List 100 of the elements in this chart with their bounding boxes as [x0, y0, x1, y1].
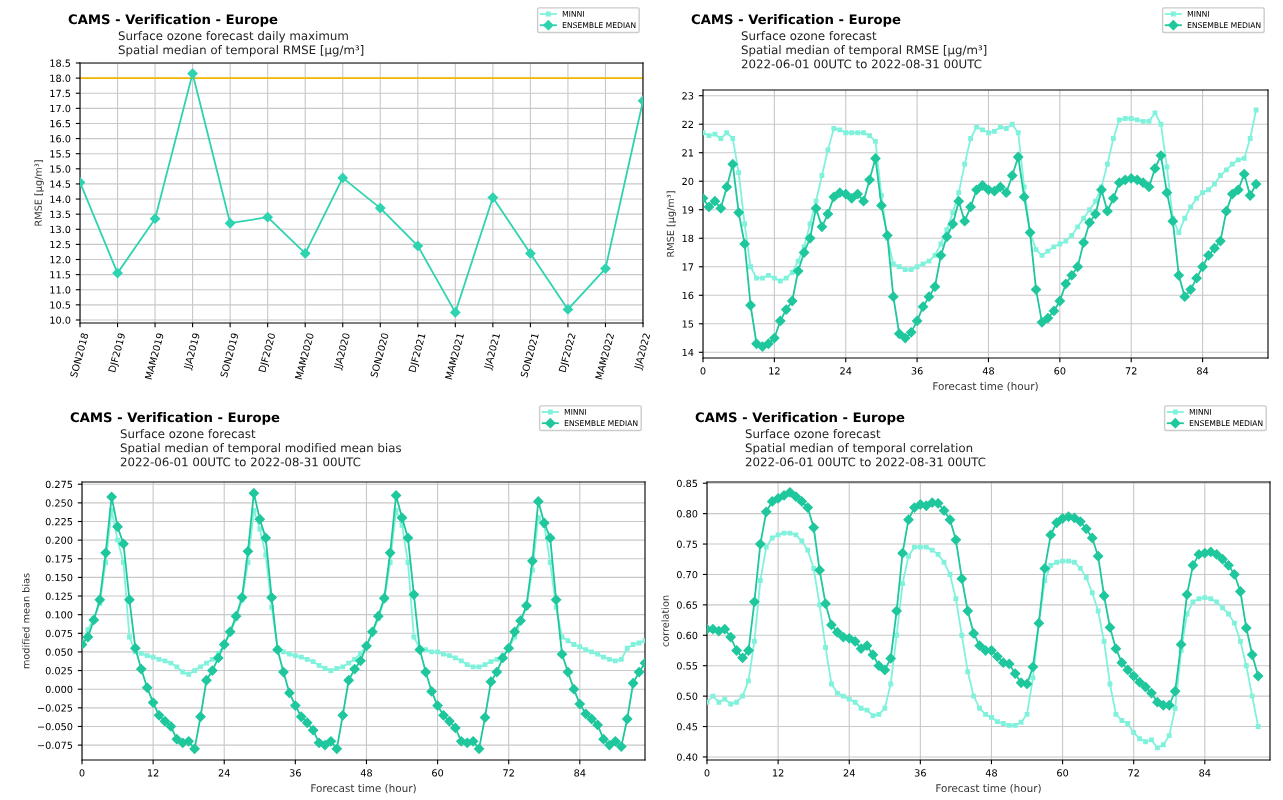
y-tick-label: 11.5	[50, 271, 71, 279]
x-tick-label: 12	[148, 769, 159, 777]
y-tick-label: 18.5	[50, 59, 71, 67]
point	[525, 248, 536, 259]
y-tick-label: 15.5	[50, 150, 71, 158]
y-axis-title: modified mean bias	[22, 573, 30, 669]
y-tick-label: 21	[682, 149, 694, 157]
y-tick-label: 0.075	[45, 629, 73, 638]
y-tick-label: 17.0	[50, 104, 71, 113]
y-tick-label: 0.45	[676, 723, 698, 731]
y-tick-label: 18	[682, 234, 694, 243]
chart-subtitle: Surface ozone forecast Spatial median of temporal correlation 2022-06-01 00UTC to 2022-08-31 00UTC	[745, 429, 986, 467]
x-axis-title: Forecast time (hour)	[311, 783, 416, 794]
y-tick-label: 15	[682, 320, 694, 328]
point	[562, 304, 574, 315]
y-tick-label: 0.75	[676, 540, 698, 548]
x-tick-label: 72	[503, 769, 514, 777]
x-tick-label: 36	[289, 769, 301, 777]
x-axis-title: Forecast time (hour)	[936, 783, 1041, 794]
y-tick-label: 17	[682, 263, 694, 271]
point	[450, 307, 461, 318]
y-tick-label: 0.000	[45, 685, 73, 694]
y-tick-label: 0.025	[45, 667, 73, 675]
y-tick-label: 0.275	[45, 480, 73, 489]
x-tick-label: 36	[914, 769, 926, 777]
y-tick-label: 0.150	[45, 573, 73, 582]
x-tick-label: 0	[704, 769, 710, 777]
x-tick-label: 48	[360, 769, 372, 777]
x-tick-label: 0	[79, 769, 85, 777]
x-tick-label: 60	[1054, 367, 1066, 375]
y-tick-label: 18.0	[50, 74, 71, 82]
y-tick-label: 0.50	[676, 692, 698, 700]
y-tick-label: 0.85	[676, 479, 698, 488]
x-tick-label: 72	[1128, 769, 1139, 777]
y-tick-label: 17.5	[50, 89, 71, 98]
point	[112, 268, 123, 279]
y-axis-title: correlation	[661, 595, 669, 647]
y-tick-label: 0.80	[676, 510, 698, 518]
y-tick-label: 10.5	[50, 301, 71, 309]
x-tick-label: JJA2019	[183, 332, 202, 371]
chart-title: CAMS - Verification - Europe	[691, 14, 901, 27]
y-tick-label: 0.55	[676, 662, 698, 670]
x-tick-label: 0	[700, 367, 706, 375]
y-tick-label: 0.100	[45, 611, 73, 619]
point	[262, 212, 273, 223]
y-tick-label: 19	[682, 206, 694, 214]
y-tick-label: 0.125	[45, 592, 73, 600]
x-tick-label: 24	[843, 769, 855, 777]
y-tick-label: 11.0	[50, 286, 71, 294]
point	[412, 240, 423, 252]
y-tick-label: 16.0	[50, 135, 71, 143]
point	[487, 192, 498, 203]
point	[337, 172, 348, 183]
chart-title: CAMS - Verification - Europe	[695, 412, 905, 425]
y-tick-label: 14.5	[50, 180, 71, 188]
point	[600, 263, 611, 274]
chart-subtitle: Surface ozone forecast daily maximum Spatial median of temporal RMSE [μg/m³]	[118, 31, 364, 57]
point	[187, 68, 198, 79]
y-tick-label: −0.025	[38, 704, 73, 712]
x-tick-label: 84	[574, 769, 586, 777]
y-tick-label: 0.250	[45, 499, 73, 507]
y-axis-title: RMSE [μg/m³]	[666, 191, 677, 257]
x-tick-label: 24	[218, 769, 230, 777]
point	[225, 218, 236, 229]
x-tick-label: 60	[1057, 769, 1069, 777]
x-tick-label: 48	[985, 769, 997, 777]
y-tick-label: 0.175	[45, 555, 73, 563]
x-tick-label: 72	[1125, 367, 1137, 375]
y-tick-label: 12.5	[50, 240, 71, 249]
x-tick-label: JJA2020	[333, 332, 352, 371]
y-tick-label: 0.40	[676, 753, 698, 761]
y-tick-label: 0.050	[45, 648, 73, 656]
y-tick-label: 16.5	[50, 119, 71, 128]
chart-subtitle: Surface ozone forecast Spatial median of temporal modified mean bias 2022-06-01 00UTC to 2022-08-31 00UTC	[120, 429, 402, 467]
y-tick-label: 23	[682, 92, 694, 100]
x-tick-label: JJA2021	[483, 332, 502, 371]
y-tick-label: 12.0	[50, 255, 71, 264]
x-tick-label: 60	[432, 769, 444, 777]
chart-subtitle: Surface ozone forecast Spatial median of temporal RMSE [μg/m³] 2022-06-01 00UTC to 2022-08-31 00UTC	[741, 31, 987, 69]
y-tick-label: 20	[682, 177, 694, 186]
y-tick-label: −0.075	[38, 741, 73, 749]
chart-title: CAMS - Verification - Europe	[70, 412, 280, 425]
x-axis-title: Forecast time (hour)	[933, 381, 1038, 392]
y-tick-label: 0.70	[676, 570, 698, 579]
x-tick-label: 84	[1197, 367, 1209, 375]
y-tick-label: 13.5	[50, 210, 71, 218]
y-tick-label: 14.0	[50, 195, 71, 203]
y-axis-title: RMSE [μg/m³]	[34, 160, 44, 226]
x-tick-label: 12	[773, 769, 784, 777]
y-tick-label: 13.0	[50, 225, 71, 234]
y-tick-label: −0.050	[38, 722, 73, 731]
point	[149, 213, 161, 224]
y-tick-label: 14	[682, 348, 694, 356]
chart-title: CAMS - Verification - Europe	[68, 14, 278, 27]
y-tick-label: 10.0	[50, 316, 71, 324]
x-tick-label: 24	[840, 367, 852, 375]
y-tick-label: 0.225	[45, 517, 73, 526]
y-tick-label: 15.0	[50, 165, 71, 173]
y-tick-label: 0.65	[676, 601, 698, 609]
x-tick-label: 36	[911, 367, 923, 375]
